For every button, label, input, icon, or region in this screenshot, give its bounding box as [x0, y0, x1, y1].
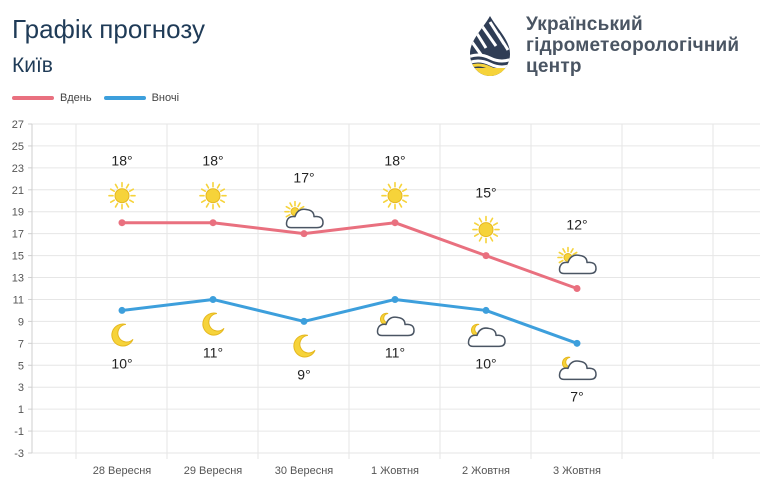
sun-icon: [472, 215, 500, 244]
x-tick-label: 3 Жовтня: [553, 465, 601, 477]
sun-cloud-icon: [557, 246, 597, 275]
data-label-day: 17°: [293, 170, 314, 186]
y-tick-label: 19: [12, 207, 24, 219]
chart-legend: Вдень Вночі: [12, 90, 191, 106]
data-label-night: 10°: [475, 355, 496, 371]
data-label-night: 11°: [385, 344, 405, 360]
logo-line-2: гідрометеорологічний: [526, 35, 740, 56]
sun-icon: [199, 181, 227, 210]
legend-item-day[interactable]: Вдень: [12, 92, 92, 104]
y-tick-label: 9: [18, 316, 24, 328]
data-point-night: [118, 306, 126, 314]
x-tick-label: 29 Вересня: [184, 465, 243, 477]
data-point-day: [482, 252, 490, 260]
y-tick-label: -3: [14, 448, 24, 460]
x-tick-label: 28 Вересня: [93, 465, 152, 477]
legend-item-night[interactable]: Вночі: [103, 92, 180, 104]
y-tick-label: 11: [13, 294, 24, 306]
droplet-logo-icon: [470, 16, 510, 76]
logo-line-1: Український: [526, 14, 643, 35]
series-line-night: [121, 297, 578, 345]
y-tick-label: 23: [12, 163, 24, 175]
data-point-day: [573, 285, 581, 292]
data-point-night: [209, 295, 217, 303]
y-tick-label: 21: [12, 185, 24, 197]
sun-icon: [381, 181, 409, 210]
data-point-day: [300, 230, 308, 238]
sun-cloud-icon: [284, 200, 324, 229]
moon-icon: [111, 323, 134, 347]
sun-icon: [108, 181, 136, 210]
data-point-night: [300, 317, 308, 325]
data-label-day: 18°: [202, 153, 223, 169]
logo: Український гідрометеорологічний центр: [462, 14, 762, 84]
moon-icon: [202, 312, 225, 336]
y-tick-label: 7: [18, 338, 24, 350]
data-point-day: [118, 219, 126, 227]
y-tick-label: 5: [18, 360, 24, 372]
x-tick-label: 2 Жовтня: [462, 465, 510, 477]
city-name: Київ: [12, 54, 53, 77]
y-tick-label: 17: [12, 229, 24, 241]
data-label-night: 10°: [111, 355, 132, 371]
legend-swatch-night: [103, 96, 146, 100]
data-label-night: 11°: [203, 344, 223, 360]
y-tick-label: 27: [12, 119, 24, 131]
data-point-night: [482, 306, 490, 314]
logo-line-3: центр: [526, 56, 582, 77]
y-tick-label: 25: [12, 141, 24, 153]
data-label-day: 18°: [384, 153, 405, 169]
data-label-day: 18°: [111, 153, 132, 169]
x-tick-label: 1 Жовтня: [371, 465, 419, 477]
moon-cloud-icon: [376, 312, 415, 337]
y-tick-label: -1: [14, 426, 24, 438]
data-label-day: 15°: [475, 185, 496, 201]
moon-cloud-icon: [467, 323, 506, 348]
y-tick-label: 1: [18, 404, 24, 416]
moon-cloud-icon: [558, 356, 597, 381]
legend-label-day: Вдень: [60, 92, 92, 104]
series-line-day: [122, 221, 578, 290]
legend-label-night: Вночі: [151, 92, 180, 104]
x-tick-label: 30 Вересня: [275, 465, 334, 477]
data-label-day: 12°: [566, 217, 587, 233]
y-tick-label: 13: [12, 273, 24, 285]
y-tick-label: 15: [12, 251, 24, 263]
data-point-day: [209, 219, 217, 227]
chart-grid: 27 25 23 21 19 17 15 13 11 9 7 5 3 1 -1 -3: [12, 119, 760, 460]
moon-icon: [293, 334, 316, 358]
data-label-night: 7°: [570, 388, 583, 404]
data-point-night: [573, 339, 581, 347]
y-tick-label: 3: [18, 382, 24, 394]
data-point-day: [391, 219, 399, 227]
data-label-night: 9°: [297, 366, 310, 382]
legend-swatch-day: [12, 96, 54, 100]
page-title: Графік прогнозу: [12, 14, 205, 44]
data-point-night: [391, 295, 399, 303]
